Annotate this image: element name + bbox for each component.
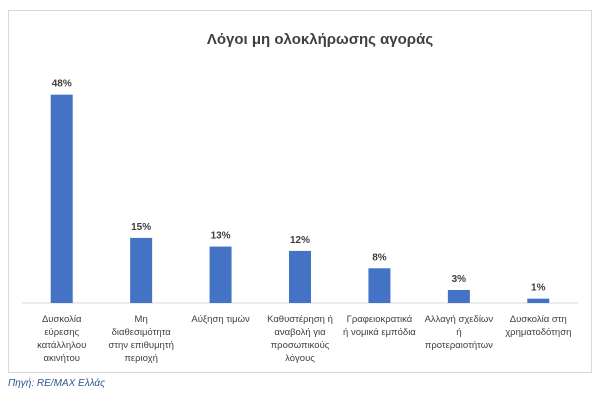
- bar: [527, 298, 550, 303]
- category-label: εύρεσης: [44, 327, 79, 338]
- category-label: στην επιθυμητή: [108, 340, 173, 351]
- data-label: 48%: [52, 79, 72, 90]
- category-label: διαθεσιμότητα: [112, 327, 172, 338]
- bar: [447, 289, 470, 303]
- category-label: χρηματοδότηση: [505, 327, 571, 338]
- data-label: 12%: [290, 235, 310, 246]
- category-label: Γραφειοκρατικά: [347, 314, 413, 325]
- source-note: Πηγή: RE/MAX Ελλάς: [8, 378, 105, 389]
- category-label: ακινήτου: [43, 353, 79, 364]
- data-label: 3%: [452, 274, 467, 285]
- category-label: περιοχή: [124, 353, 158, 364]
- bar: [209, 246, 232, 303]
- category-label: Καθυστέρηση ή: [267, 314, 333, 325]
- category-label: κατάλληλου: [37, 340, 86, 351]
- category-label: αναβολή για: [274, 327, 326, 338]
- data-label: 13%: [211, 231, 231, 242]
- category-label: Μη: [135, 314, 148, 325]
- data-label: 8%: [372, 252, 387, 263]
- category-label: Δυσκολία στη: [510, 314, 567, 325]
- category-label: Αύξηση τιμών: [191, 314, 250, 325]
- category-label: ή νομικά εμπόδια: [343, 327, 416, 338]
- bar: [368, 268, 391, 303]
- bar: [289, 250, 311, 303]
- chart-title: Λόγοι μη ολοκλήρωσης αγοράς: [207, 31, 433, 48]
- bar: [50, 94, 73, 304]
- category-label: Αλλαγή σχεδίων: [425, 314, 494, 325]
- category-label: λόγους: [285, 353, 315, 364]
- category-label: προτεραιοτήτων: [425, 340, 493, 351]
- chart-frame: [8, 10, 592, 373]
- data-label: 15%: [131, 222, 151, 233]
- data-label: 1%: [531, 283, 546, 294]
- category-label: προσωπικούς: [271, 340, 330, 351]
- bar: [130, 237, 153, 303]
- category-label: Δυσκολία: [42, 314, 82, 325]
- category-label: ή: [456, 327, 461, 338]
